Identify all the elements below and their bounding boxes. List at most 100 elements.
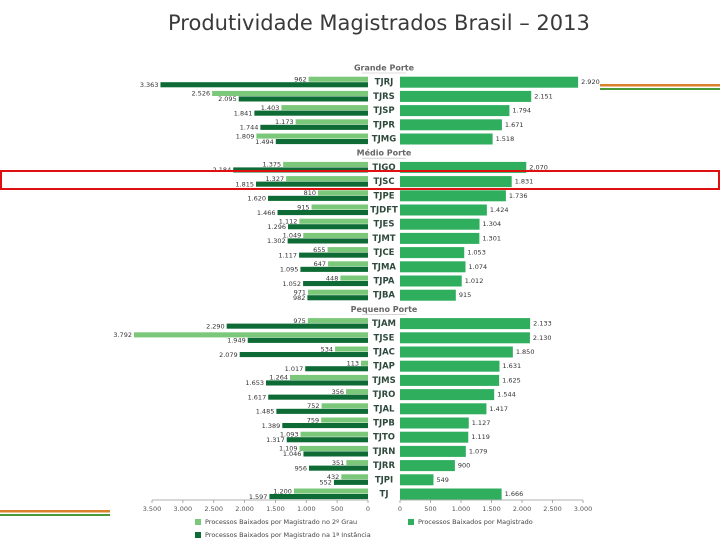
decor-line bbox=[600, 84, 720, 87]
value-label: 1.200 bbox=[273, 487, 292, 495]
bar bbox=[311, 204, 368, 210]
bar bbox=[400, 389, 495, 401]
value-label: 1.417 bbox=[489, 405, 508, 413]
decor-line bbox=[0, 514, 110, 516]
category-label: TJRS bbox=[373, 92, 395, 102]
value-label: 900 bbox=[458, 462, 470, 470]
category-label: TJRR bbox=[373, 461, 396, 471]
value-label: 1.375 bbox=[263, 161, 282, 169]
bar bbox=[400, 261, 466, 273]
bar bbox=[160, 82, 368, 88]
bar bbox=[400, 403, 487, 415]
value-label: 1.424 bbox=[490, 206, 509, 214]
value-label: 1.327 bbox=[265, 175, 284, 183]
value-label: 2.130 bbox=[533, 334, 552, 342]
bar bbox=[400, 346, 513, 358]
x-tick-label: 1.000 bbox=[452, 505, 471, 513]
value-label: 1.079 bbox=[469, 447, 488, 455]
value-label: 1.671 bbox=[505, 121, 524, 129]
x-tick-label: 2.000 bbox=[513, 505, 532, 513]
category-label: TJPI bbox=[375, 475, 393, 485]
bar bbox=[308, 289, 368, 295]
bar bbox=[400, 133, 493, 145]
bar bbox=[400, 76, 579, 88]
category-label: TJPB bbox=[373, 419, 395, 429]
value-label: 432 bbox=[327, 473, 339, 481]
value-label: 1.117 bbox=[278, 251, 297, 259]
bar bbox=[400, 431, 469, 443]
legend-swatch bbox=[408, 519, 414, 525]
bar bbox=[400, 190, 506, 202]
bar bbox=[400, 474, 434, 486]
bar bbox=[299, 218, 368, 224]
bar bbox=[300, 266, 368, 272]
category-label: TJSP bbox=[373, 106, 394, 116]
bar bbox=[305, 366, 368, 372]
value-label: 1.112 bbox=[279, 217, 298, 225]
value-label: 1.850 bbox=[516, 348, 535, 356]
bar bbox=[400, 232, 480, 244]
value-label: 1.095 bbox=[280, 266, 299, 274]
bar bbox=[400, 460, 455, 472]
bar bbox=[299, 252, 368, 258]
value-label: 975 bbox=[293, 317, 305, 325]
value-label: 1.949 bbox=[227, 337, 246, 345]
value-label: 2.920 bbox=[581, 78, 600, 86]
bar bbox=[400, 417, 469, 429]
bar bbox=[321, 403, 368, 409]
bar bbox=[238, 96, 368, 102]
value-label: 655 bbox=[313, 246, 325, 254]
x-tick-label: 2.500 bbox=[543, 505, 562, 513]
value-label: 1.617 bbox=[248, 393, 267, 401]
section-label: Médio Porte bbox=[357, 148, 412, 158]
x-tick-label: 500 bbox=[331, 505, 343, 513]
bar bbox=[308, 76, 368, 82]
bar bbox=[133, 332, 368, 338]
value-label: 1.518 bbox=[496, 135, 515, 143]
value-label: 1.301 bbox=[482, 234, 501, 242]
bar bbox=[400, 218, 480, 230]
value-label: 1.466 bbox=[257, 209, 276, 217]
value-label: 1.736 bbox=[509, 192, 528, 200]
bar bbox=[400, 105, 510, 117]
value-label: 2.095 bbox=[218, 95, 237, 103]
value-label: 1.012 bbox=[465, 277, 484, 285]
value-label: 1.597 bbox=[249, 493, 268, 501]
value-label: 1.620 bbox=[247, 195, 266, 203]
value-label: 1.173 bbox=[275, 118, 294, 126]
x-tick-label: 3.000 bbox=[574, 505, 593, 513]
value-label: 3.792 bbox=[113, 331, 132, 339]
category-label: TJMG bbox=[372, 135, 396, 145]
x-tick-label: 1.500 bbox=[482, 505, 501, 513]
value-label: 1.046 bbox=[283, 450, 302, 458]
bar bbox=[254, 110, 368, 116]
bar bbox=[286, 437, 368, 443]
bar bbox=[346, 389, 368, 395]
value-label: 1.809 bbox=[236, 132, 255, 140]
value-label: 1.304 bbox=[483, 220, 502, 228]
x-tick-label: 2.000 bbox=[235, 505, 254, 513]
x-tick-label: 1.500 bbox=[266, 505, 285, 513]
bar bbox=[299, 445, 368, 451]
value-label: 549 bbox=[436, 476, 448, 484]
value-label: 1.666 bbox=[505, 490, 524, 498]
value-label: 1.389 bbox=[262, 422, 281, 430]
bar bbox=[303, 281, 368, 287]
value-label: 1.074 bbox=[469, 263, 488, 271]
bar bbox=[400, 90, 532, 102]
value-label: 1.119 bbox=[471, 433, 490, 441]
bar bbox=[309, 465, 368, 471]
bar bbox=[233, 167, 368, 173]
bar bbox=[346, 460, 368, 466]
value-label: 915 bbox=[459, 291, 471, 299]
category-label: TJPA bbox=[374, 277, 395, 287]
bar bbox=[321, 417, 368, 423]
category-label: TJSC bbox=[373, 177, 394, 187]
bar bbox=[400, 119, 502, 131]
value-label: 1.093 bbox=[280, 430, 299, 438]
bar bbox=[361, 360, 368, 366]
bar bbox=[265, 380, 368, 386]
category-label: TJSE bbox=[374, 333, 395, 343]
value-label: 1.494 bbox=[255, 138, 274, 146]
bar bbox=[212, 90, 368, 96]
